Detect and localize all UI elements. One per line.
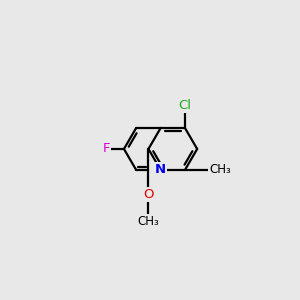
Text: CH₃: CH₃	[138, 215, 159, 228]
Text: Cl: Cl	[178, 99, 191, 112]
Text: N: N	[155, 164, 166, 176]
Text: CH₃: CH₃	[209, 164, 231, 176]
Text: F: F	[102, 142, 110, 155]
Text: O: O	[143, 188, 154, 201]
